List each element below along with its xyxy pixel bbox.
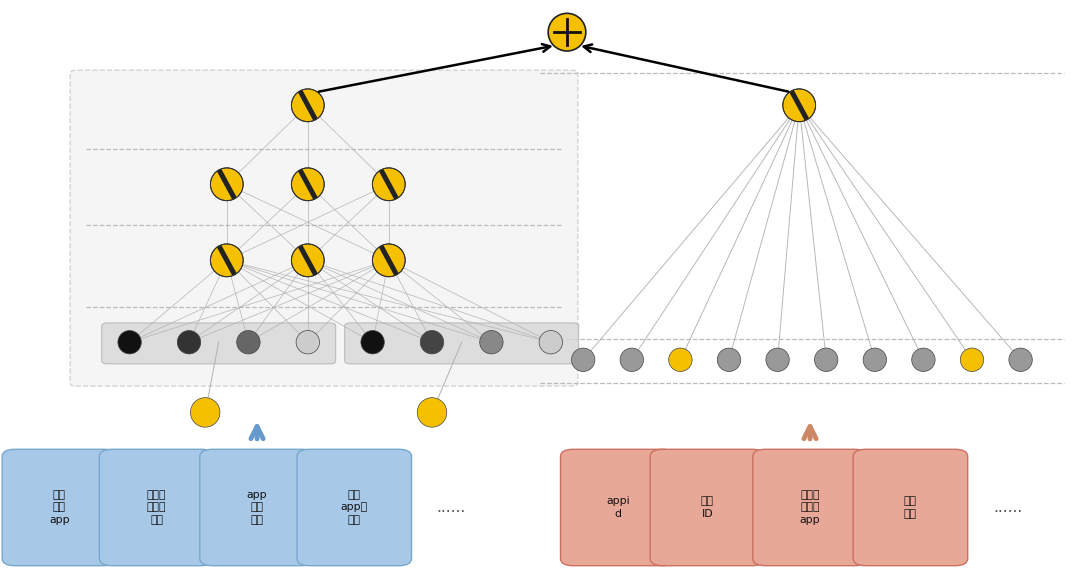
Ellipse shape <box>960 348 984 371</box>
FancyBboxPatch shape <box>753 449 867 566</box>
FancyBboxPatch shape <box>297 449 411 566</box>
PathPatch shape <box>212 237 242 284</box>
PathPatch shape <box>374 161 404 208</box>
Ellipse shape <box>571 348 595 371</box>
PathPatch shape <box>293 237 323 284</box>
Text: 曝光
位置: 曝光 位置 <box>904 496 917 519</box>
FancyBboxPatch shape <box>99 449 214 566</box>
FancyBboxPatch shape <box>102 323 336 364</box>
Ellipse shape <box>549 13 585 51</box>
Ellipse shape <box>211 244 243 277</box>
FancyBboxPatch shape <box>650 449 765 566</box>
Ellipse shape <box>292 89 324 122</box>
Ellipse shape <box>912 348 935 371</box>
Ellipse shape <box>783 89 815 122</box>
PathPatch shape <box>374 237 404 284</box>
Ellipse shape <box>669 348 692 371</box>
Text: 场景
ID: 场景 ID <box>701 496 714 519</box>
Ellipse shape <box>237 331 260 354</box>
FancyBboxPatch shape <box>70 70 578 386</box>
Text: 每类
app安
装数: 每类 app安 装数 <box>340 490 368 525</box>
PathPatch shape <box>212 161 242 208</box>
Ellipse shape <box>177 331 201 354</box>
FancyBboxPatch shape <box>853 449 968 566</box>
Ellipse shape <box>480 331 503 354</box>
Ellipse shape <box>292 168 324 201</box>
Text: appi
d: appi d <box>606 496 630 519</box>
Ellipse shape <box>417 398 447 427</box>
Ellipse shape <box>190 398 220 427</box>
Ellipse shape <box>292 244 324 277</box>
Text: ......: ...... <box>436 500 467 515</box>
Ellipse shape <box>361 331 384 354</box>
FancyBboxPatch shape <box>200 449 314 566</box>
Ellipse shape <box>717 348 741 371</box>
Ellipse shape <box>296 331 320 354</box>
Ellipse shape <box>373 168 405 201</box>
Text: app
标签
信息: app 标签 信息 <box>246 490 268 525</box>
Ellipse shape <box>118 331 141 354</box>
Ellipse shape <box>814 348 838 371</box>
Ellipse shape <box>373 244 405 277</box>
PathPatch shape <box>293 161 323 208</box>
PathPatch shape <box>293 82 323 129</box>
FancyBboxPatch shape <box>345 323 579 364</box>
Ellipse shape <box>1009 348 1032 371</box>
Ellipse shape <box>620 348 644 371</box>
Ellipse shape <box>863 348 887 371</box>
Text: 看过
哪类
app: 看过 哪类 app <box>49 490 70 525</box>
Ellipse shape <box>766 348 789 371</box>
Text: 用户安
装哪类
app: 用户安 装哪类 app <box>799 490 821 525</box>
Ellipse shape <box>539 331 563 354</box>
Ellipse shape <box>211 168 243 201</box>
Text: ......: ...... <box>993 500 1023 515</box>
Ellipse shape <box>420 331 444 354</box>
PathPatch shape <box>784 82 814 129</box>
FancyBboxPatch shape <box>2 449 117 566</box>
Text: 用户在
玩兴趣
标签: 用户在 玩兴趣 标签 <box>147 490 166 525</box>
FancyBboxPatch shape <box>561 449 675 566</box>
